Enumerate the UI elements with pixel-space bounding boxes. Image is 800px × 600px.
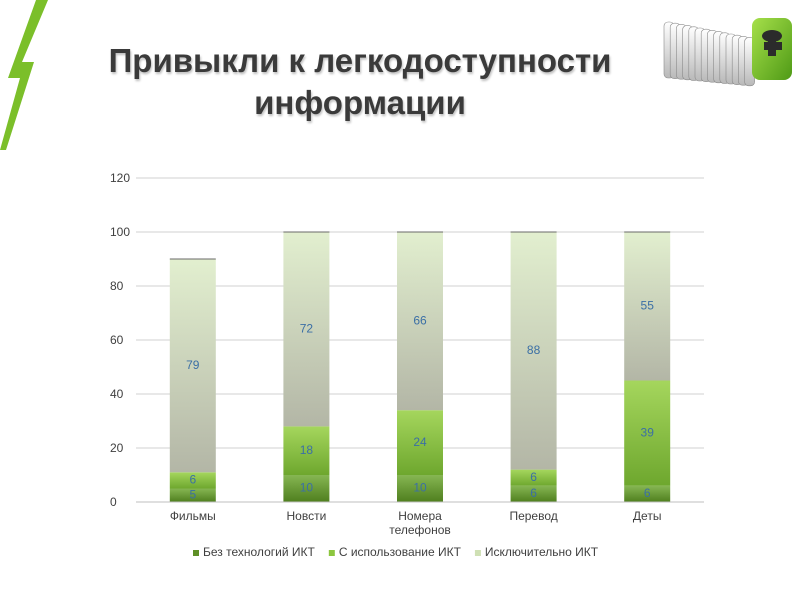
data-label: 24 (413, 435, 427, 449)
legend-label: Исключительно ИКТ (485, 545, 599, 559)
data-label: 88 (527, 343, 541, 357)
legend-swatch (328, 550, 335, 556)
x-tick-label: Новсти (287, 509, 327, 523)
bar-segment (283, 426, 330, 475)
legend-label: С использование ИКТ (339, 545, 462, 559)
bar-segment (169, 472, 216, 489)
data-label: 39 (641, 425, 655, 439)
bar-segment (397, 232, 443, 411)
data-label: 18 (300, 443, 314, 457)
bar-segment (397, 410, 443, 475)
data-label: 6 (644, 486, 651, 500)
y-tick-label: 80 (110, 279, 124, 293)
slide-title-line-2: информации (254, 84, 466, 121)
data-label: 10 (300, 481, 314, 495)
slide-title-line-1: Привыкли к легкодоступности (108, 42, 612, 79)
key-cylinder-logo-icon (663, 18, 792, 87)
bar-segment (624, 485, 671, 502)
bar-segment (397, 475, 443, 502)
bar-segment (624, 380, 671, 486)
bar-segment (283, 475, 330, 502)
data-label: 66 (413, 313, 427, 327)
data-label: 5 (189, 487, 196, 501)
legend-swatch (474, 550, 481, 556)
bar-segment (169, 488, 216, 502)
legend-label: Без технологий ИКТ (203, 545, 315, 559)
lightning-slash-icon (0, 0, 48, 150)
data-label: 79 (186, 358, 200, 372)
y-tick-label: 100 (110, 225, 130, 239)
bar-segment (283, 232, 330, 427)
bar-segment (624, 232, 671, 381)
bar-segment (169, 259, 216, 473)
x-tick-label: Деты (633, 509, 662, 523)
bar-segment (510, 232, 557, 470)
y-tick-label: 40 (110, 387, 124, 401)
data-label: 55 (641, 298, 655, 312)
data-label: 6 (530, 486, 537, 500)
x-tick-label: телефонов (389, 523, 451, 537)
y-tick-label: 20 (110, 441, 124, 455)
x-tick-label: Фильмы (170, 509, 216, 523)
bar-segment (510, 469, 557, 486)
slide-title: Привыкли к легкодоступности информации (40, 40, 680, 124)
data-label: 10 (413, 481, 427, 495)
y-tick-label: 60 (110, 333, 124, 347)
y-tick-label: 120 (110, 171, 130, 185)
y-tick-label: 0 (110, 495, 117, 509)
data-label: 72 (300, 321, 314, 335)
bar-segment (510, 485, 557, 502)
x-tick-label: Перевод (509, 509, 557, 523)
x-tick-label: Номера (398, 509, 442, 523)
data-label: 6 (189, 473, 196, 487)
data-label: 6 (530, 470, 537, 484)
legend-swatch (193, 550, 199, 556)
